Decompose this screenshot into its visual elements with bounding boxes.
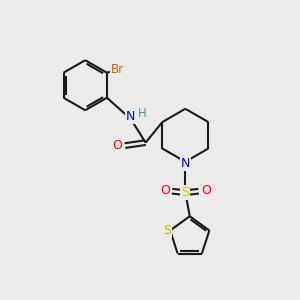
Text: S: S [181,186,189,199]
Text: S: S [163,224,171,237]
Text: N: N [181,157,190,170]
Text: O: O [160,184,170,197]
Text: O: O [201,184,211,197]
Text: O: O [113,139,122,152]
Text: N: N [126,110,136,123]
Text: Br: Br [111,63,124,76]
Text: H: H [138,107,146,120]
